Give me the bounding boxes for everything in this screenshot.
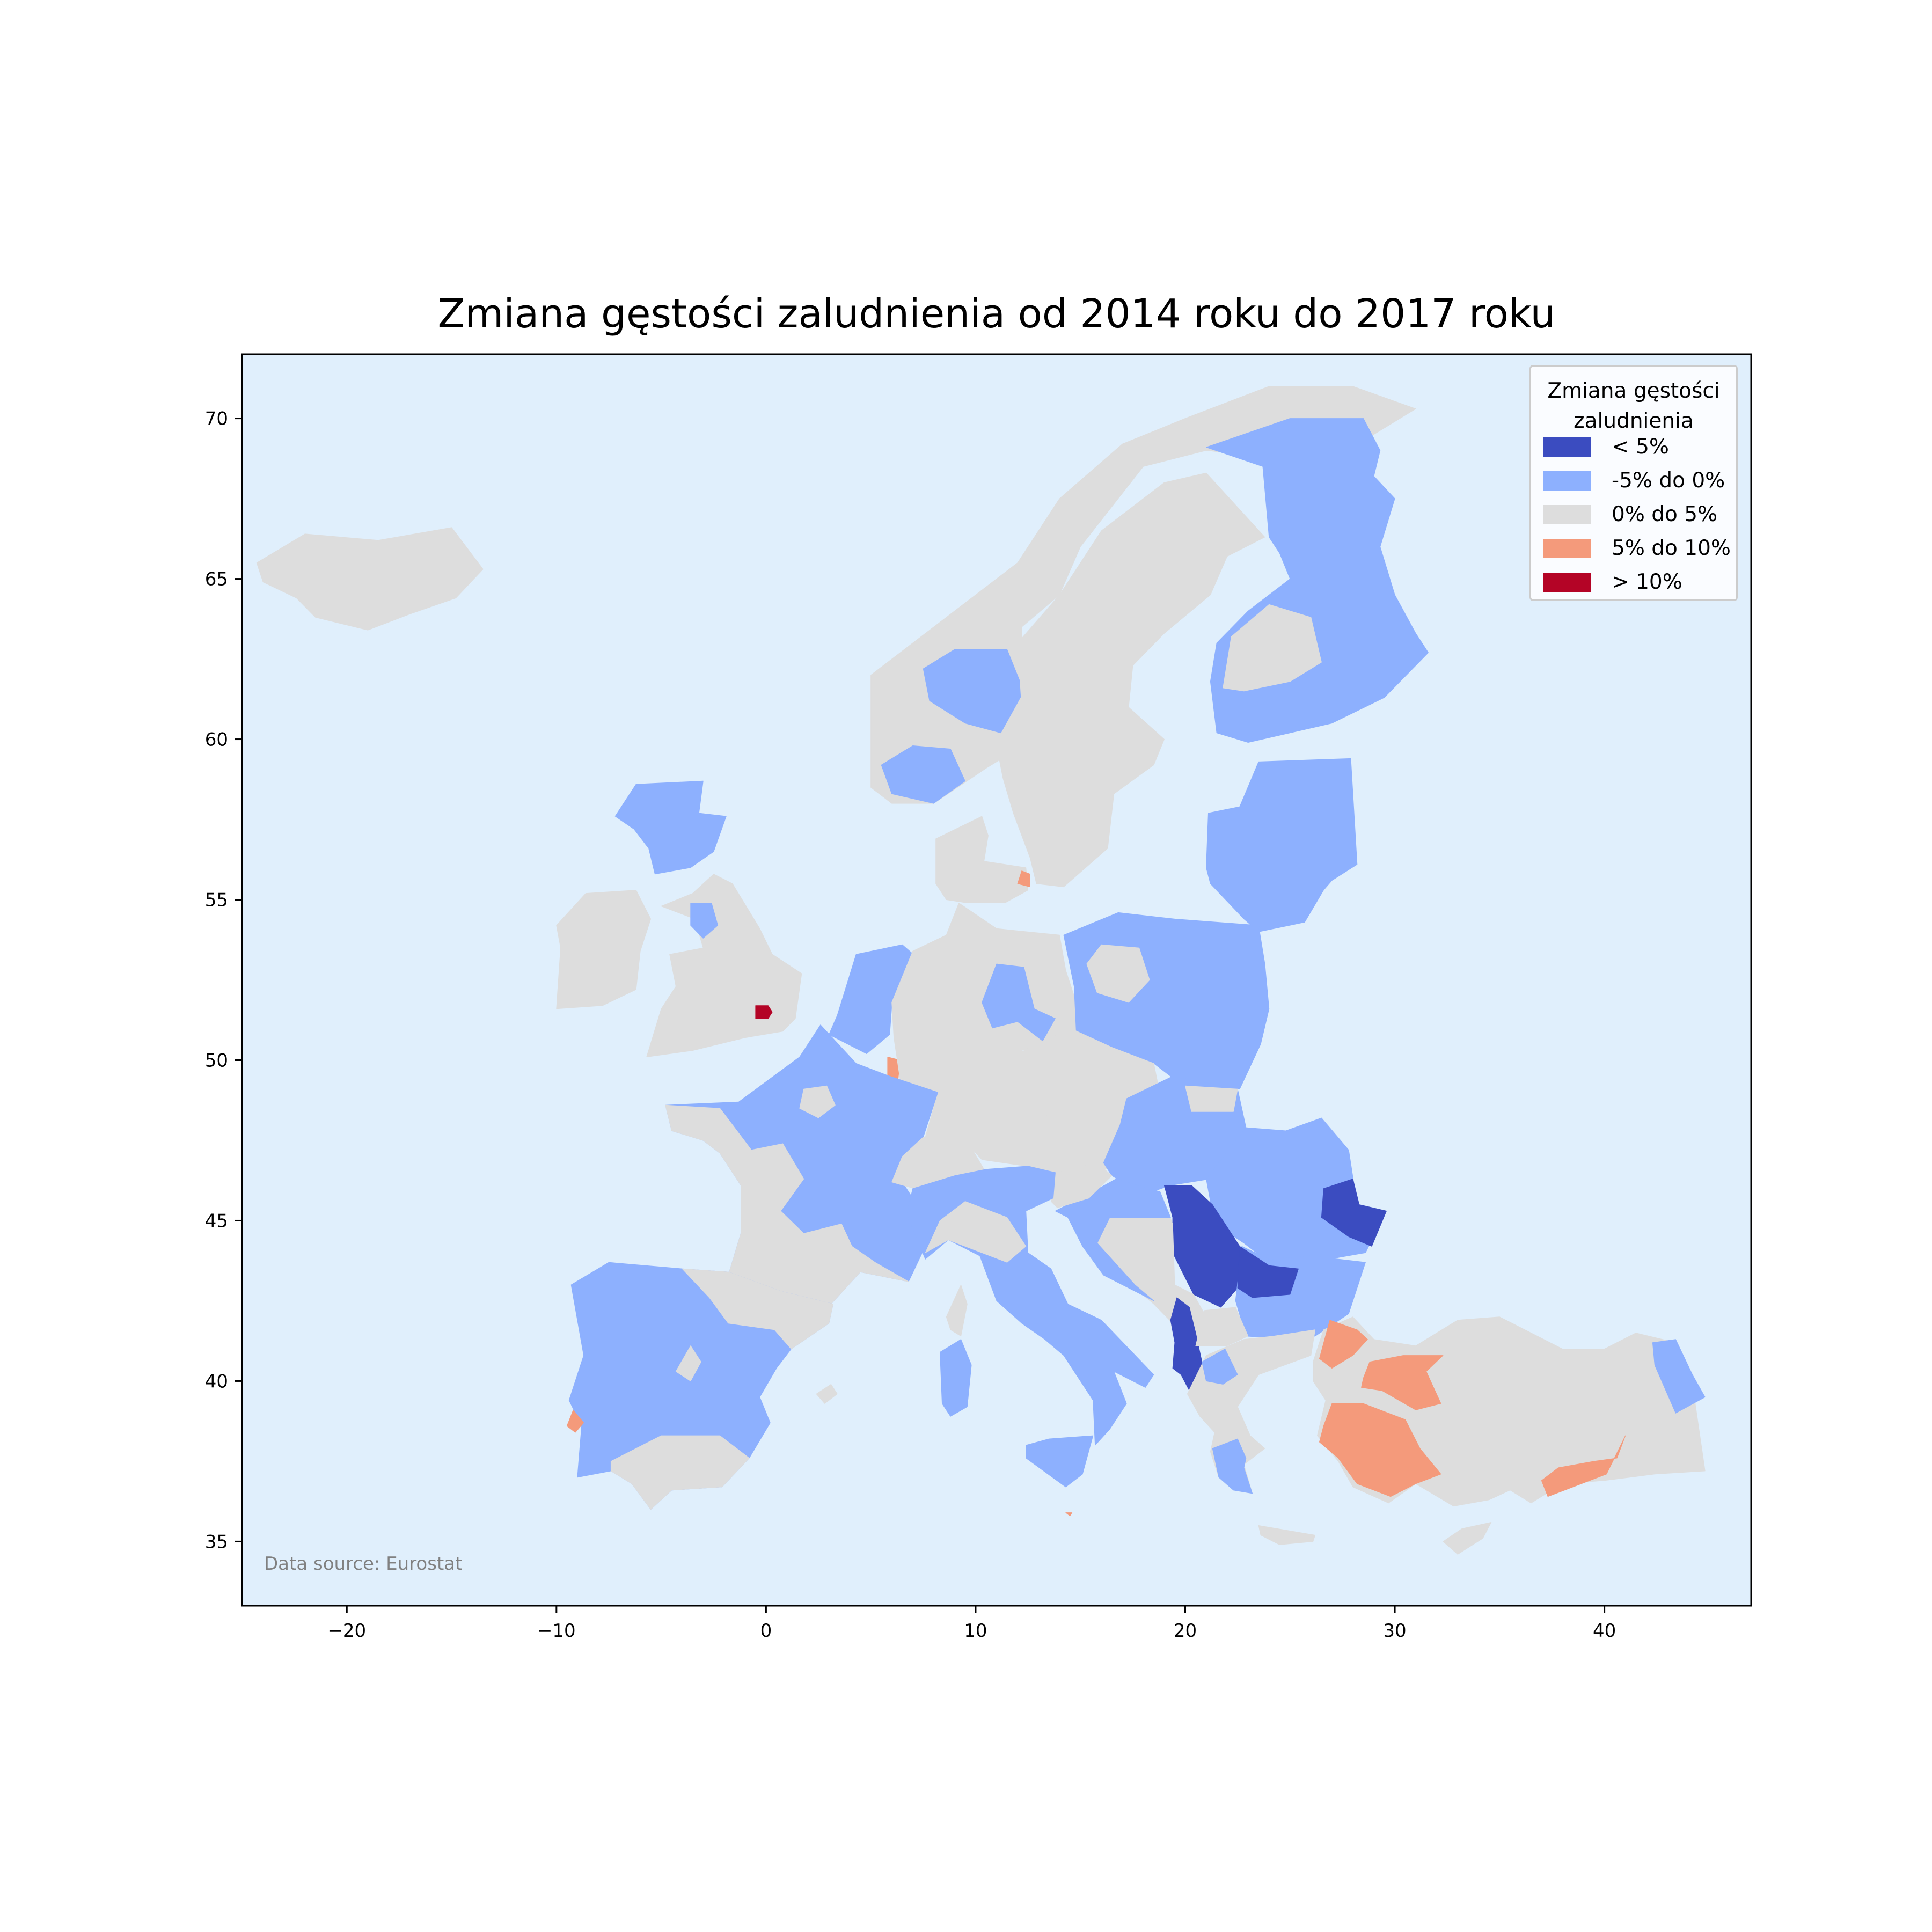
legend-label-1: < 5%: [1612, 435, 1669, 459]
x-tick-label: 0: [760, 1620, 772, 1642]
region-crete: [1258, 1525, 1316, 1545]
region-copenhagen: [1017, 870, 1030, 888]
legend-swatch-2: [1543, 471, 1591, 491]
region-greece-north: [1202, 1349, 1238, 1385]
legend-swatch-3: [1543, 505, 1591, 524]
legend: Zmiana gęstości zaludnienia < 5% -5% do …: [1529, 365, 1738, 601]
legend-label-5: > 10%: [1612, 570, 1682, 594]
region-slovakia-east: [1185, 1085, 1238, 1112]
region-london: [755, 1005, 773, 1019]
x-tick-label: 40: [1593, 1620, 1616, 1642]
map-title: Zmiana gęstości zaludnienia od 2014 roku…: [437, 291, 1556, 337]
region-sardinia: [940, 1339, 972, 1417]
map-regions: [256, 386, 1706, 1555]
region-croatia: [1055, 1179, 1171, 1301]
legend-label-2: -5% do 0%: [1612, 469, 1725, 493]
region-italy-north: [925, 1201, 1027, 1263]
region-finland-centre: [1223, 604, 1322, 692]
y-tick-label: 70: [205, 408, 228, 430]
source-note: Data source: Eurostat: [264, 1553, 463, 1575]
region-andalusia: [610, 1435, 750, 1510]
legend-title-line-2: zaludnienia: [1574, 409, 1694, 433]
region-ireland: [556, 890, 652, 1009]
region-scotland: [614, 780, 727, 875]
region-germany-centre: [982, 963, 1056, 1042]
region-denmark: [935, 816, 1029, 903]
region-madrid: [675, 1345, 701, 1381]
region-sweden: [996, 472, 1265, 888]
y-axis-ticks: 35 40 45 50 55 60 65 70: [205, 408, 242, 1553]
region-istanbul: [1319, 1320, 1368, 1368]
region-turkey-east: [1652, 1339, 1706, 1414]
region-bulgaria-nw: [1237, 1246, 1299, 1298]
region-paris: [799, 1085, 836, 1118]
region-bursa: [1361, 1355, 1444, 1410]
y-tick-label: 45: [205, 1210, 228, 1232]
x-tick-label: 30: [1383, 1620, 1406, 1642]
region-france-west-south: [665, 1104, 909, 1305]
region-norway-south: [881, 745, 965, 804]
region-north-macedonia: [1195, 1307, 1249, 1346]
region-corsica: [946, 1284, 968, 1337]
region-izmir-aydin: [1319, 1403, 1441, 1497]
region-northern-england: [690, 903, 719, 939]
region-poland-west: [1086, 944, 1150, 1003]
x-axis-ticks: −20 −10 0 10 20 30 40: [327, 1606, 1616, 1642]
y-tick-label: 40: [205, 1371, 228, 1392]
region-iceland: [256, 527, 484, 631]
region-malta: [1065, 1512, 1073, 1517]
region-adana-mersin: [1541, 1435, 1626, 1497]
x-tick-label: −10: [537, 1620, 576, 1642]
region-norway-west: [923, 649, 1024, 734]
axes-frame: [241, 353, 1752, 1607]
legend-swatch-5: [1543, 573, 1591, 592]
x-tick-label: 10: [964, 1620, 987, 1642]
x-tick-label: −20: [327, 1620, 366, 1642]
legend-title-line-1: Zmiana gęstości: [1547, 379, 1720, 403]
region-romania-ne: [1321, 1179, 1387, 1247]
region-sicily: [1026, 1435, 1094, 1488]
y-tick-label: 65: [205, 569, 228, 590]
x-tick-label: 20: [1174, 1620, 1197, 1642]
region-lisbon: [566, 1409, 584, 1433]
legend-swatch-1: [1543, 437, 1591, 457]
legend-label-3: 0% do 5%: [1612, 502, 1718, 526]
region-estonia-latvia-lithuania: [1206, 758, 1358, 932]
legend-label-4: 5% do 10%: [1612, 536, 1731, 560]
legend-title: Zmiana gęstości zaludnienia: [1531, 376, 1736, 436]
region-cyprus: [1443, 1522, 1492, 1555]
region-peloponnese: [1212, 1438, 1253, 1494]
y-tick-label: 60: [205, 729, 228, 751]
legend-swatch-4: [1543, 539, 1591, 558]
y-tick-label: 35: [205, 1531, 228, 1553]
region-catalonia: [774, 1291, 833, 1350]
y-tick-label: 55: [205, 890, 228, 911]
region-balearic: [816, 1384, 838, 1404]
y-tick-label: 50: [205, 1050, 228, 1071]
